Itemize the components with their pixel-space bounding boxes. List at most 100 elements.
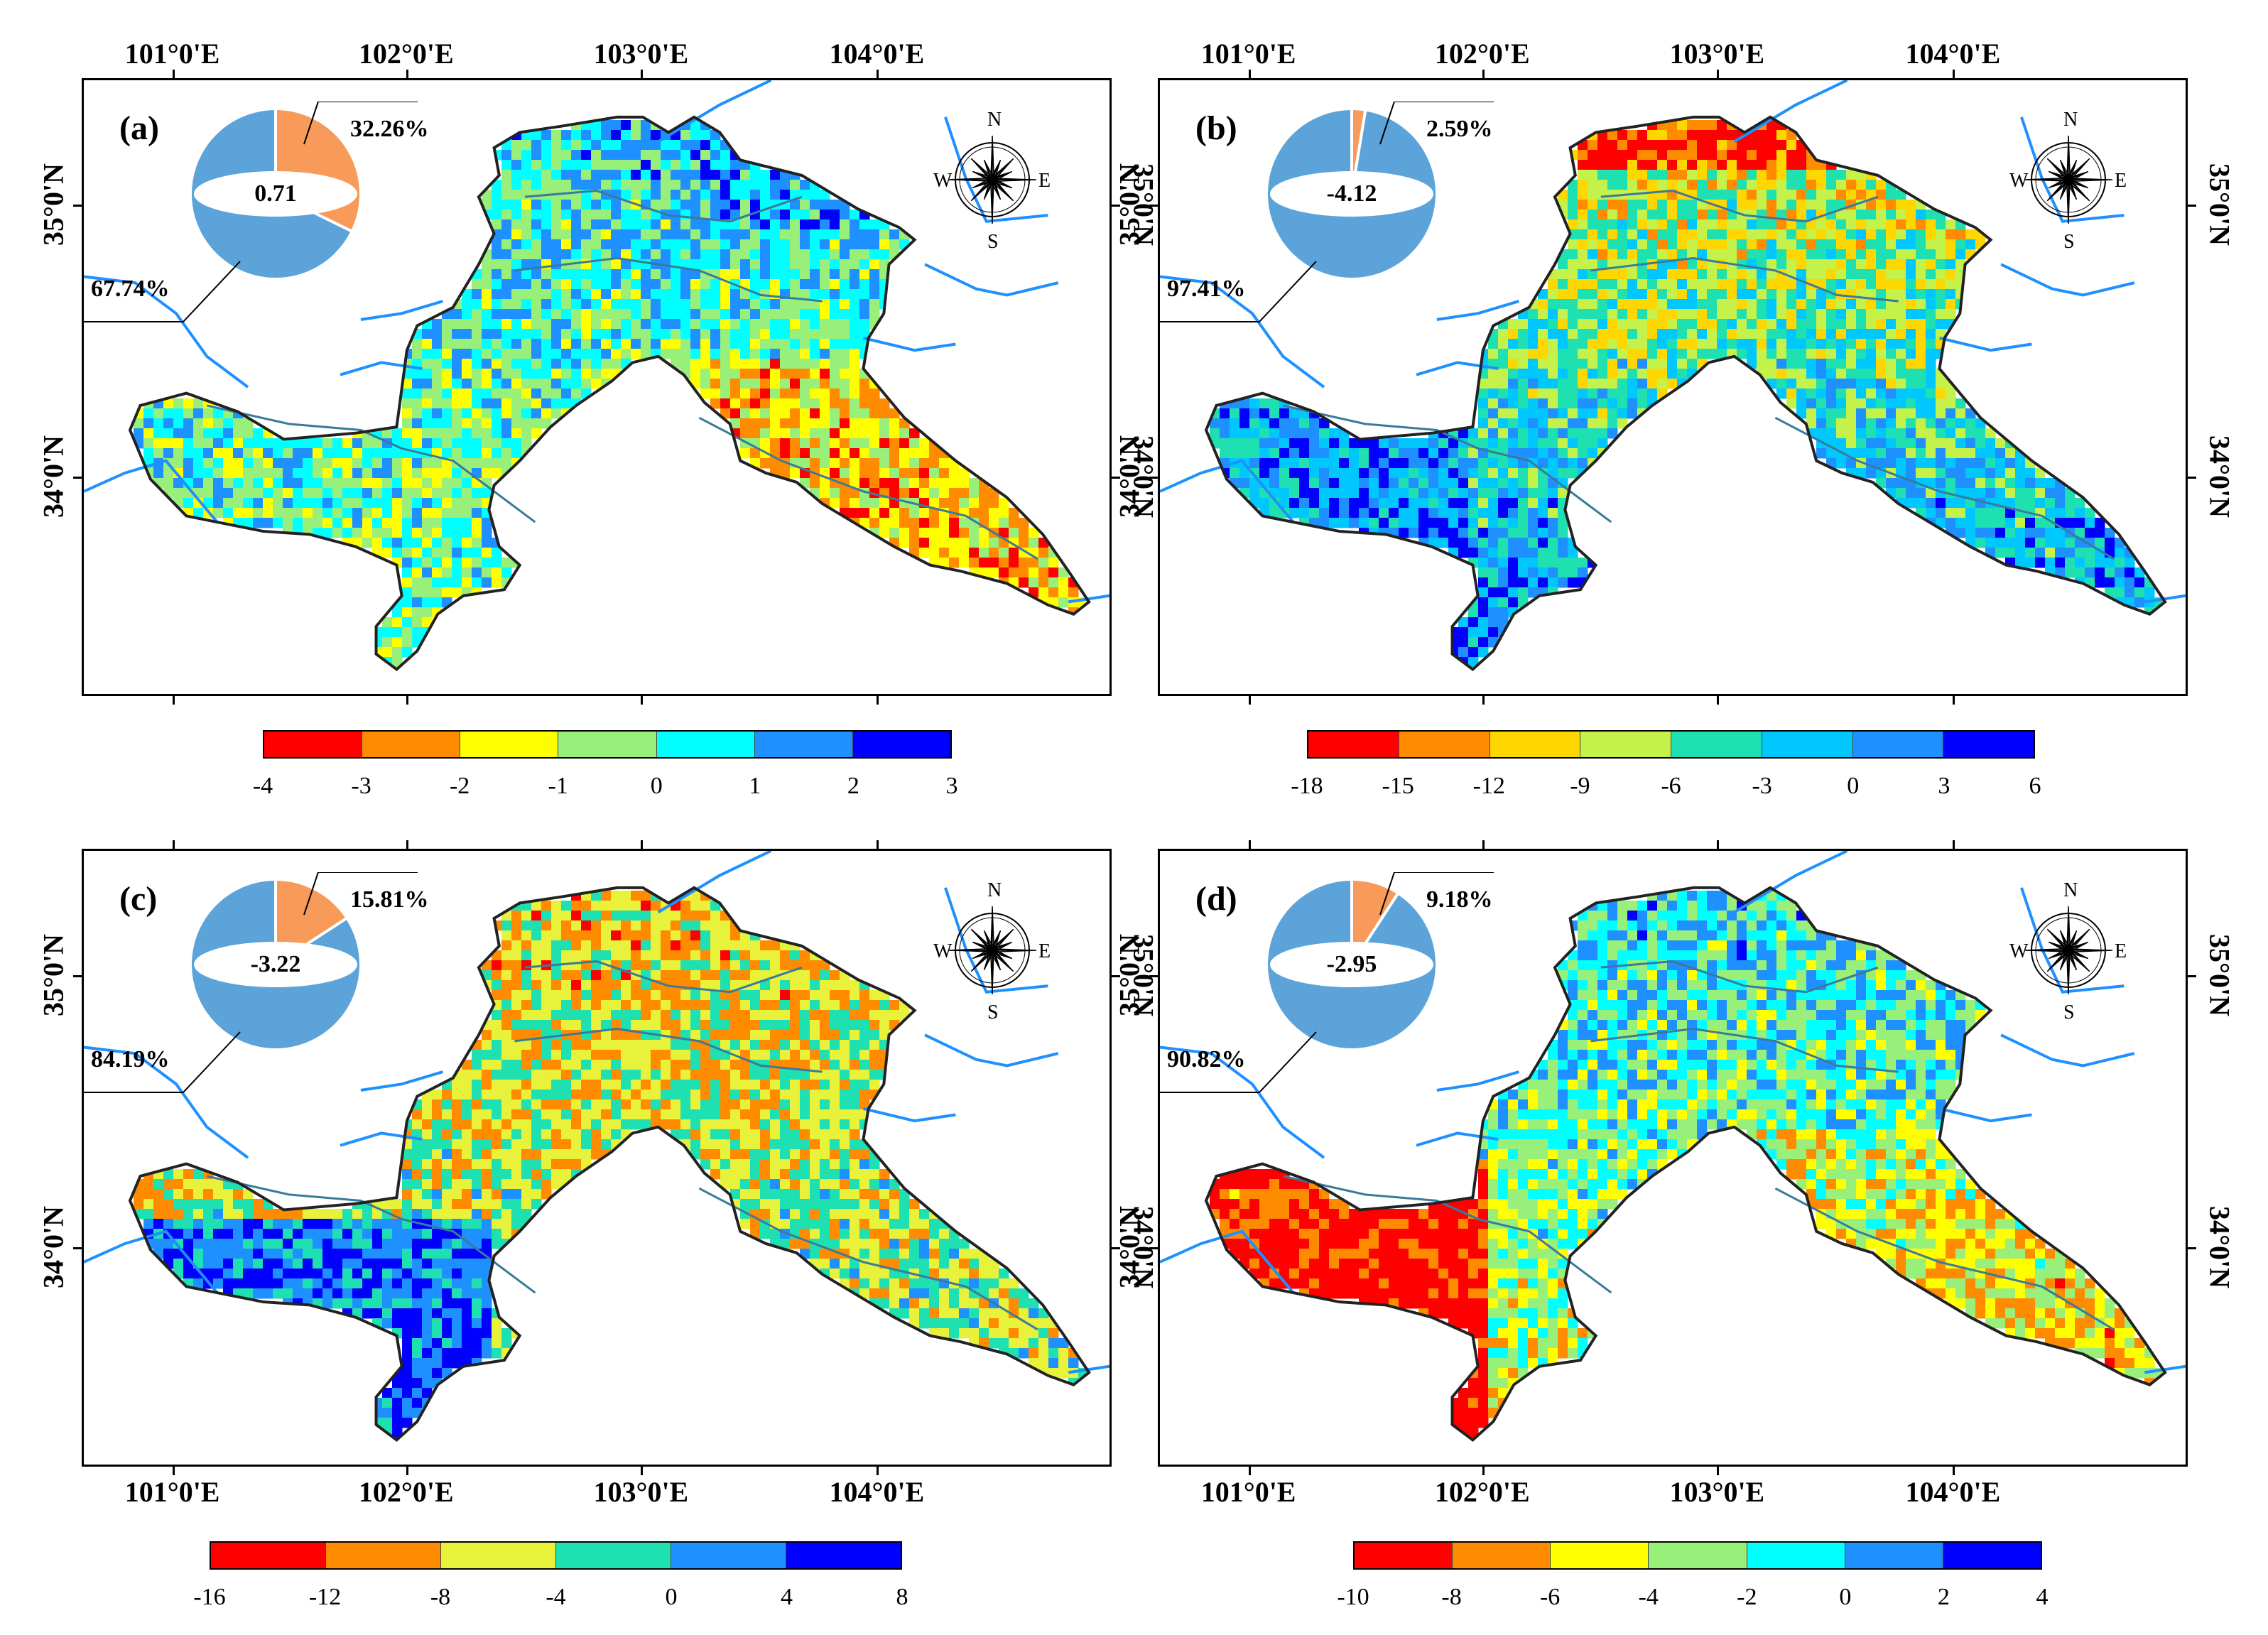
- legend-tick-label: -4: [252, 773, 273, 799]
- river-line: [2000, 1033, 2135, 1068]
- north-arrow-compass-icon: N S E W: [2008, 109, 2129, 253]
- panel-label: (d): [1195, 880, 1237, 918]
- river-line: [340, 1131, 423, 1147]
- legend-swatch: [211, 1543, 326, 1568]
- legend-swatch: [1747, 1543, 1845, 1568]
- latitude-label-right: 34°0'N: [2203, 1206, 2236, 1289]
- longitude-label: 101°0'E: [124, 38, 220, 70]
- latitude-label-left: 34°0'N: [37, 1206, 70, 1289]
- legend-tick-label: 0: [650, 773, 663, 799]
- axis-tick: [641, 840, 644, 849]
- pie-mean-value: -2.95: [1326, 951, 1377, 977]
- pie-center-band: [1270, 171, 1433, 217]
- compass-s-label: S: [2063, 1001, 2075, 1023]
- longitude-label: 103°0'E: [1669, 1476, 1765, 1508]
- river-line: [657, 851, 772, 914]
- legend-tick-label: 0: [665, 1584, 678, 1610]
- river-line: [1600, 189, 1879, 223]
- latitude-label-left: 35°0'N: [37, 163, 70, 246]
- river-line: [1938, 1107, 2032, 1123]
- axis-tick: [641, 1467, 644, 1475]
- river-line: [1416, 1131, 1499, 1147]
- pie-center-band: [194, 942, 357, 987]
- legend-tick-label: -2: [449, 773, 470, 799]
- pie-leader-lines: [84, 102, 418, 322]
- pie-mean-value: 0.71: [254, 180, 297, 207]
- river-line: [2144, 594, 2186, 604]
- legend-swatch: [264, 732, 363, 757]
- axis-tick: [1248, 696, 1251, 705]
- river-line: [924, 1033, 1059, 1068]
- compass-s-label: S: [987, 231, 999, 253]
- legend-swatch: [1551, 1543, 1649, 1568]
- compass-e-label: E: [2115, 170, 2127, 192]
- river-line: [1938, 336, 2032, 352]
- legend-swatch: [441, 1543, 556, 1568]
- pie-leader-lines: [1160, 872, 1494, 1093]
- compass-e-label: E: [2115, 940, 2127, 962]
- axis-tick: [1149, 205, 1158, 207]
- north-arrow-compass-icon: N S E W: [932, 109, 1053, 253]
- compass-w-label: W: [2009, 170, 2029, 192]
- axis-tick: [1953, 840, 1955, 849]
- pie-positive-percent: 9.18%: [1426, 886, 1493, 913]
- legend-tick-label: -16: [193, 1584, 226, 1610]
- axis-tick: [1482, 840, 1485, 849]
- north-arrow-compass-icon: N S E W: [932, 879, 1053, 1023]
- legend-tick-label: 0: [1847, 773, 1860, 799]
- legend-swatch: [326, 1543, 441, 1568]
- pie-negative-percent: 90.82%: [1167, 1046, 1246, 1072]
- river-line: [1160, 459, 1295, 523]
- river-line: [944, 887, 1048, 994]
- axis-tick: [877, 696, 879, 705]
- compass-w-label: W: [2009, 940, 2029, 962]
- pie-center-band: [194, 171, 357, 217]
- legend-tick-label: -4: [546, 1584, 566, 1610]
- legend-tick-label: -18: [1291, 773, 1323, 799]
- latitude-label-left: 34°0'N: [1113, 1206, 1146, 1289]
- raster-map: [1160, 80, 2186, 672]
- river-line: [1160, 1045, 1325, 1159]
- latitude-label-right: 35°0'N: [2203, 934, 2236, 1017]
- longitude-label: 104°0'E: [1905, 38, 2001, 70]
- legend-tick-label: -6: [1539, 1584, 1561, 1610]
- longitude-label: 104°0'E: [829, 38, 925, 70]
- longitude-label: 102°0'E: [358, 38, 454, 70]
- legend-tick-label: -3: [1752, 773, 1772, 799]
- axis-tick: [2188, 1247, 2196, 1250]
- pie-positive-percent: 32.26%: [350, 116, 429, 142]
- river-line: [514, 257, 823, 303]
- longitude-label: 101°0'E: [124, 1476, 220, 1508]
- color-legend-bar: [1307, 730, 2035, 759]
- longitude-label: 103°0'E: [1669, 38, 1765, 70]
- longitude-label: 103°0'E: [593, 38, 689, 70]
- axis-tick: [73, 1247, 82, 1250]
- raster-map: [1160, 851, 2186, 1443]
- river-line: [1436, 300, 1519, 321]
- legend-swatch: [460, 732, 559, 757]
- basin-outline: [128, 115, 1091, 672]
- river-line: [698, 1187, 1038, 1331]
- legend-swatch: [558, 732, 657, 757]
- axis-tick: [406, 70, 408, 78]
- legend-tick-label: -12: [308, 1584, 342, 1610]
- pie-chart: [189, 107, 362, 281]
- river-line: [514, 1028, 823, 1073]
- pie-mean-value: -4.12: [1326, 180, 1377, 207]
- axis-tick: [73, 205, 82, 207]
- compass-w-label: W: [933, 940, 953, 962]
- river-line: [524, 960, 803, 994]
- river-line: [2144, 1364, 2186, 1374]
- axis-tick: [1717, 1467, 1720, 1475]
- legend-swatch: [1453, 1543, 1551, 1568]
- axis-tick: [2188, 477, 2196, 479]
- pie-negative-percent: 97.41%: [1167, 276, 1246, 302]
- legend-swatch: [1852, 732, 1944, 757]
- legend-tick-label: 3: [1938, 773, 1950, 799]
- axis-tick: [877, 70, 879, 78]
- legend-tick-label: -1: [548, 773, 568, 799]
- legend-swatch: [1671, 732, 1762, 757]
- compass-n-label: N: [987, 879, 1002, 901]
- legend-swatch: [1399, 732, 1490, 757]
- axis-tick: [1717, 696, 1720, 705]
